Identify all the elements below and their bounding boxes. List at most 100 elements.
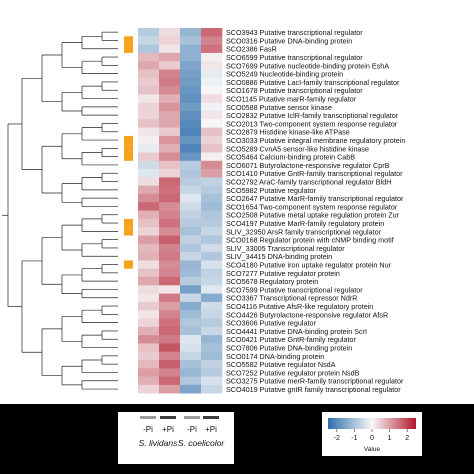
- heatmap-cell: [138, 368, 160, 377]
- heatmap-cell: [159, 194, 181, 203]
- heatmap-cell: [201, 318, 223, 328]
- heatmap-cell: [138, 86, 160, 95]
- heatmap-cell: [138, 277, 160, 286]
- heatmap-cells: [138, 28, 223, 394]
- heatmap-cell: [138, 169, 160, 178]
- row-label: SCO3275 Putative merR-family transcripti…: [226, 377, 404, 386]
- heatmap-cell: [138, 77, 160, 87]
- heatmap-cell: [180, 384, 202, 394]
- row-label: SCO2792 AraC-family transcriptional regu…: [226, 178, 391, 187]
- heatmap-cell: [138, 160, 160, 170]
- row-label: SCO4019 Putative gntR family transcripti…: [226, 385, 401, 394]
- row-label: SCO0316 Putative DNA-binding protein: [226, 36, 352, 45]
- heatmap-cell: [159, 343, 181, 352]
- column-swatch: [203, 416, 219, 419]
- heatmap-cell: [180, 28, 202, 37]
- heatmap-cell: [180, 301, 202, 311]
- legend-title: Value: [364, 446, 381, 453]
- column-swatch: [184, 416, 200, 419]
- heatmap-cell: [159, 243, 181, 253]
- highlight-marker: [124, 44, 133, 53]
- heatmap-cell: [201, 301, 223, 311]
- heatmap-cell: [159, 268, 181, 278]
- heatmap-cell: [180, 36, 202, 45]
- heatmap-cell: [159, 160, 181, 170]
- row-label: SCO5678 Regulatory protein: [226, 277, 318, 286]
- heatmap-cell: [201, 202, 223, 211]
- heatmap-cell: [180, 144, 202, 153]
- heatmap-cell: [138, 301, 160, 311]
- heatmap-cell: [201, 194, 223, 203]
- heatmap-cell: [201, 144, 223, 153]
- column-swatch: [140, 416, 156, 419]
- heatmap-cell: [201, 277, 223, 286]
- row-label: SCO5582 Putative regulator NsdA: [226, 360, 336, 369]
- heatmap-cell: [201, 243, 223, 253]
- heatmap-cell: [180, 86, 202, 95]
- heatmap-cell: [159, 44, 181, 54]
- row-label: SCO1410 Putative GntR-family transcripti…: [226, 169, 403, 178]
- heatmap-cell: [159, 152, 181, 162]
- heatmap-cell: [138, 185, 160, 195]
- heatmap-cell: [201, 252, 223, 261]
- heatmap-cell: [138, 285, 160, 294]
- row-label: SCO5249 Nucleotide-binding protein: [226, 70, 343, 79]
- column-key: -Pi +Pi -Pi +Pi S. lividans S. coelicolor: [118, 412, 234, 464]
- heatmap-cell: [180, 227, 202, 236]
- heatmap-cell: [138, 335, 160, 344]
- row-labels: SCO3943 Putative transcriptional regulat…: [226, 28, 405, 394]
- heatmap-cell: [159, 135, 181, 145]
- heatmap-cell: [201, 235, 223, 245]
- heatmap-cell: [138, 343, 160, 352]
- heatmap-cell: [180, 326, 202, 336]
- row-label: SCO2647 Putative MarR-family transcripti…: [226, 194, 404, 203]
- heatmap-cell: [180, 152, 202, 162]
- row-label: SCO0168 Regulator protein with cNMP bind…: [226, 236, 394, 245]
- row-label: SLIV_34415 DNA-binding protein: [226, 252, 332, 261]
- row-label: SLIV_33005 Transcriptional regulator: [226, 244, 345, 253]
- heatmap-cell: [159, 36, 181, 45]
- heatmap-cell: [180, 177, 202, 186]
- row-label: SCO5464 Calcium-binding protein CabB: [226, 153, 355, 162]
- row-label: SCO7277 Putative regulator protein: [226, 269, 340, 278]
- heatmap-cell: [138, 177, 160, 186]
- row-label: SCO3033 Putative integral membrane regul…: [226, 136, 405, 145]
- heatmap-cell: [201, 326, 223, 336]
- heatmap-cell: [201, 28, 223, 37]
- heatmap-cell: [180, 285, 202, 294]
- column-group-label: S. coelicolor: [178, 438, 225, 448]
- heatmap-cell: [201, 351, 223, 361]
- heatmap-cell: [138, 135, 160, 145]
- heatmap-cell: [180, 169, 202, 178]
- heatmap-cell: [138, 268, 160, 278]
- heatmap-cell: [159, 227, 181, 236]
- color-legend: -2 -1 0 1 2 Value: [322, 412, 422, 456]
- heatmap-cell: [138, 235, 160, 245]
- heatmap-cell: [201, 44, 223, 54]
- heatmap-cell: [159, 52, 181, 62]
- column-condition-label: +Pi: [205, 425, 217, 434]
- heatmap-cell: [201, 69, 223, 79]
- heatmap-cell: [201, 169, 223, 178]
- heatmap-cell: [180, 119, 202, 128]
- heatmap-cell: [180, 235, 202, 245]
- heatmap-cell: [180, 376, 202, 386]
- heatmap-cell: [180, 218, 202, 228]
- heatmap-cell: [159, 111, 181, 120]
- row-label: SCO0174 DNA-binding protein: [226, 352, 324, 361]
- heatmap-cell: [138, 111, 160, 120]
- heatmap-cell: [201, 36, 223, 45]
- heatmap-cell: [159, 218, 181, 228]
- heatmap-cell: [159, 252, 181, 261]
- heatmap-cell: [138, 227, 160, 236]
- heatmap-cell: [159, 376, 181, 386]
- heatmap-cell: [159, 384, 181, 394]
- heatmap-cell: [138, 69, 160, 79]
- heatmap-cell: [138, 36, 160, 45]
- row-label: SCO1145 Putative marR-family regulator: [226, 95, 357, 104]
- heatmap-cell: [138, 243, 160, 253]
- heatmap-cell: [201, 360, 223, 369]
- highlight-marker: [124, 144, 133, 153]
- heatmap-cell: [159, 119, 181, 128]
